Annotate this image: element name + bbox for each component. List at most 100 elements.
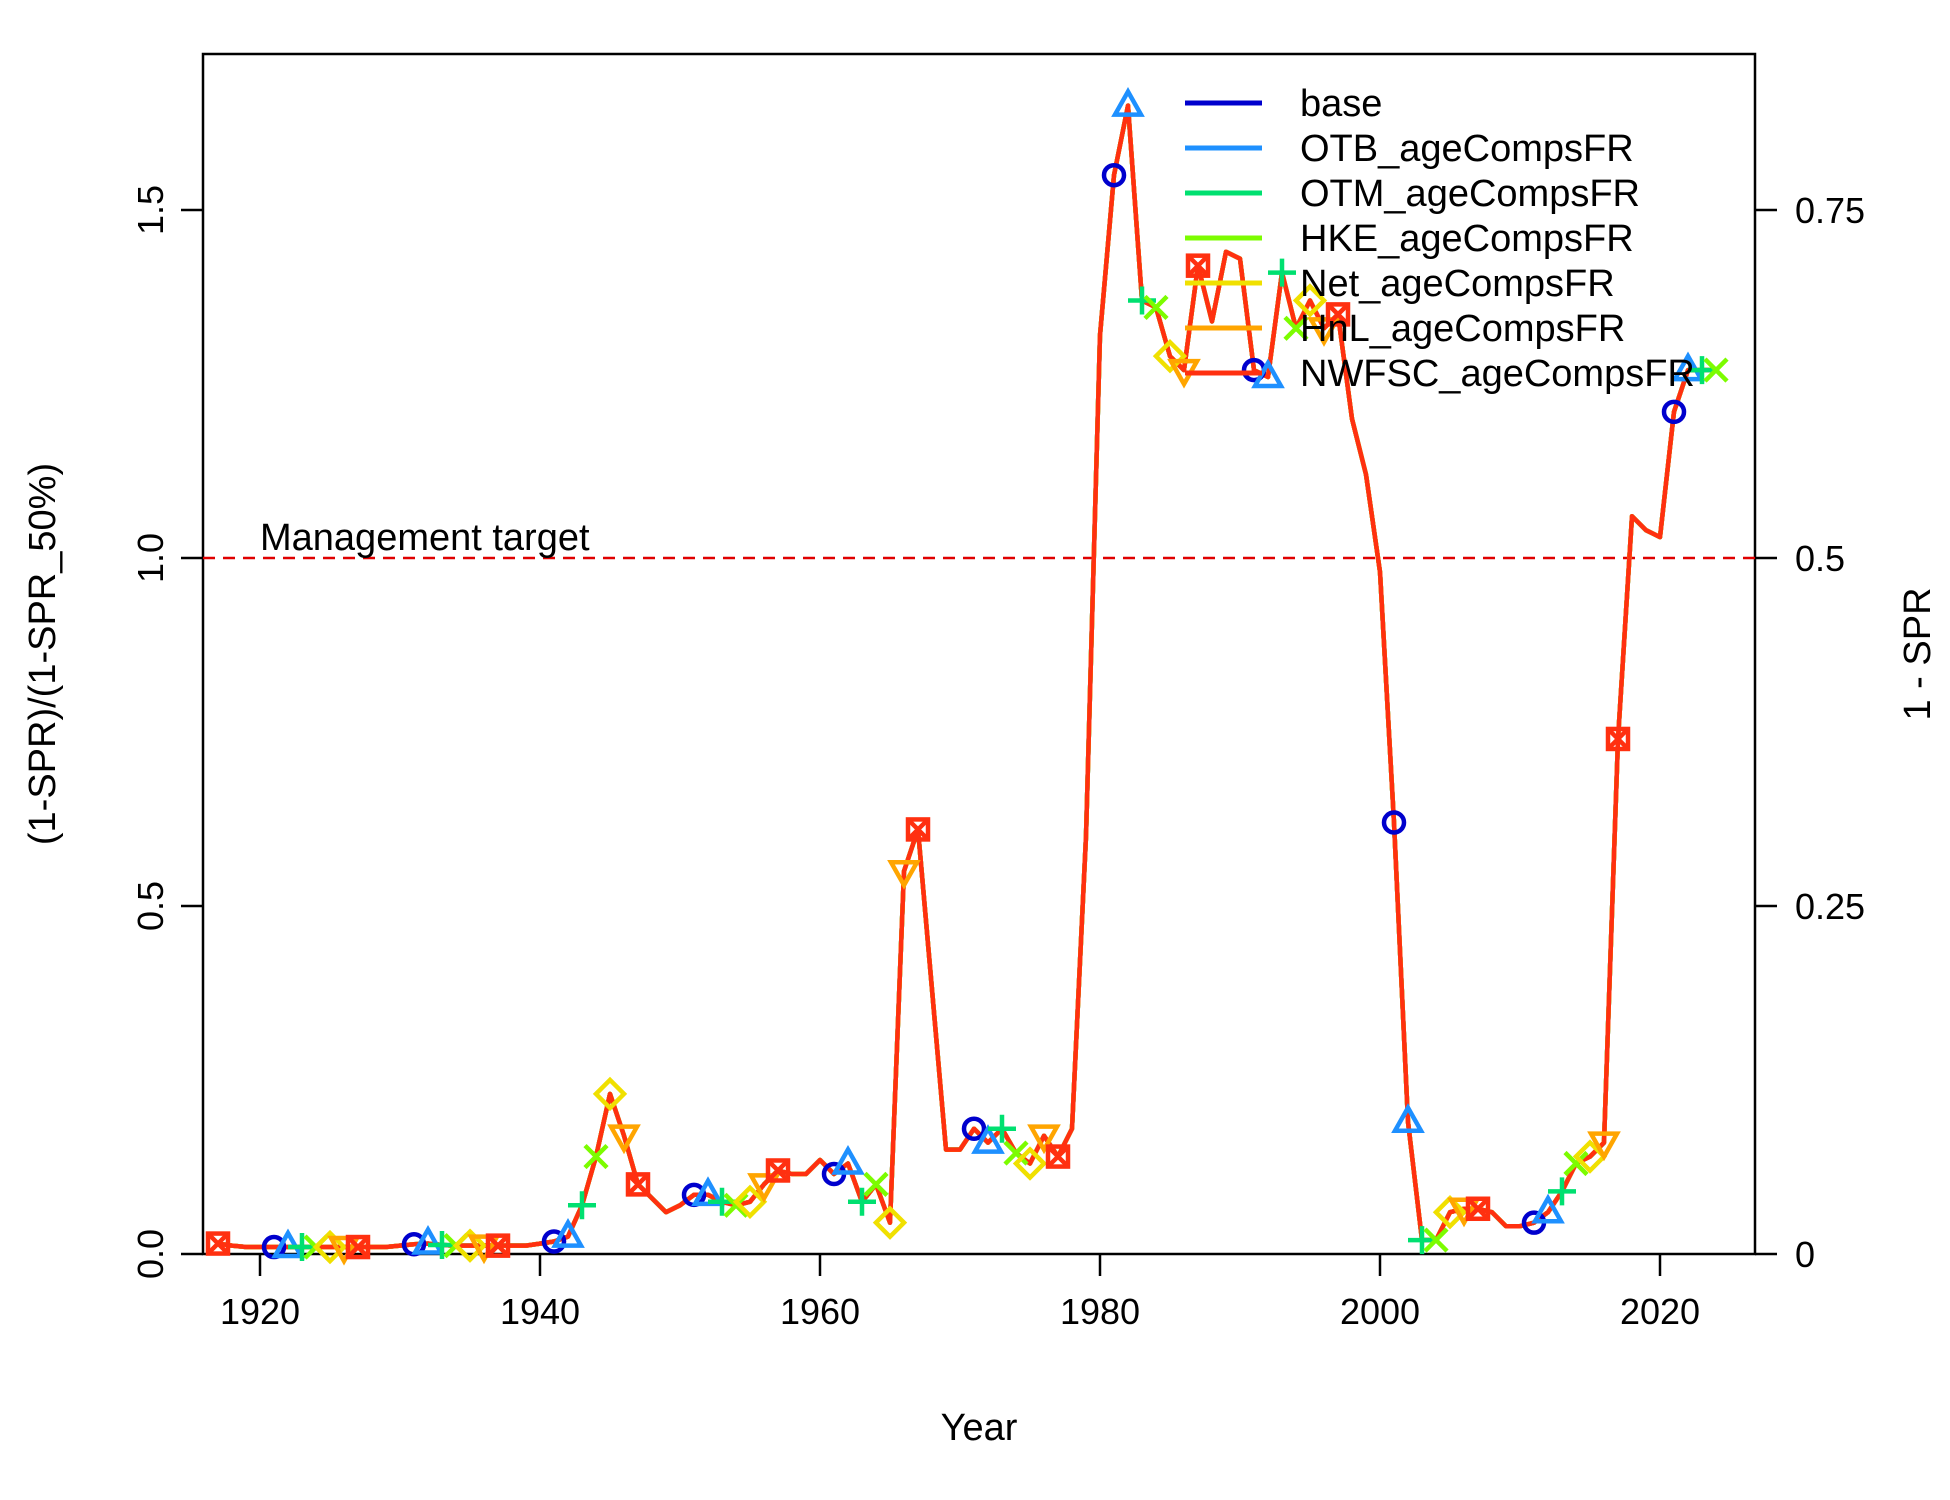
y-tick-label: 0.5 [130,881,171,931]
data-point-marker [327,1235,361,1266]
data-point-marker [732,1184,768,1219]
data-point-marker [1391,1103,1425,1134]
data-point-marker [568,1191,596,1220]
management-target-label: Management target [260,517,590,559]
data-point-marker [485,1233,511,1258]
data-point-marker [1381,810,1407,835]
x-axis: 1920 1940 1960 1980 2000 2020 [220,1254,1700,1332]
data-point-marker [1012,1146,1048,1181]
data-point-marker [1466,1197,1490,1221]
y2-tick-label: 0.5 [1795,538,1845,579]
x-tick-label: 1920 [220,1291,300,1332]
data-point-marker [1563,1150,1589,1177]
data-point-marker [887,859,921,890]
legend-label: base [1300,83,1382,125]
data-point-marker [1605,726,1631,752]
data-point-marker [288,1233,316,1262]
data-point-marker [1326,302,1350,326]
x-tick-label: 1980 [1060,1291,1140,1332]
data-point-marker [312,1229,348,1265]
data-point-marker [1027,1124,1061,1155]
data-point-marker [1531,1193,1565,1224]
data-point-marker [1111,87,1145,117]
y-axis-title: (1-SPR)/(1-SPR_50%) [22,463,64,845]
data-point-marker [583,1143,609,1170]
data-point-marker [1186,254,1210,278]
data-point-marker [1045,1144,1071,1169]
data-point-marker [1447,1197,1481,1228]
data-point-marker [1661,399,1687,425]
data-point-marker [1046,1144,1070,1169]
data-point-marker [906,817,930,842]
data-point-marker [723,1192,749,1218]
data-point-marker [1101,162,1127,188]
legend-label: HnL_ageCompsFR [1300,308,1625,350]
x-tick-label: 1960 [780,1291,860,1332]
data-point-marker [863,1171,889,1197]
legend-label: OTB_ageCompsFR [1300,128,1634,170]
data-point-marker [452,1228,488,1263]
data-point-marker [467,1234,501,1265]
data-point-marker [961,1116,987,1141]
legend-label: NWFSC_ageCompsFR [1300,353,1695,395]
data-point-marker [626,1172,650,1196]
data-point-marker [541,1229,567,1254]
plot-frame [201,52,1757,1256]
data-point-marker [271,1228,305,1259]
data-point-marker [1606,727,1630,751]
data-point-marker [1703,357,1729,383]
series-markers [205,87,1729,1266]
x-tick-label: 1940 [500,1291,580,1332]
data-point-marker [428,1230,456,1259]
x-tick-label: 2020 [1620,1291,1700,1332]
legend-label: OTM_ageCompsFR [1300,173,1640,215]
data-point-marker [1688,356,1716,385]
data-point-marker [607,1124,641,1155]
data-point-marker [1307,317,1341,347]
data-point-marker [766,1158,790,1183]
data-point-marker [905,817,931,842]
data-point-marker [411,1224,445,1255]
data-point-marker [971,1124,1005,1154]
data-point-marker [1671,351,1705,382]
y2-tick-label: 0.75 [1795,190,1865,231]
y-tick-label: 1.0 [130,533,171,583]
legend: baseOTB_ageCompsFROTM_ageCompsFRHKE_ageC… [1185,83,1695,395]
data-point-marker [765,1158,791,1183]
y-tick-label: 0.0 [130,1229,171,1279]
data-point-marker [747,1173,781,1203]
data-point-marker [1465,1196,1491,1222]
management-target-group: Management target [203,517,1755,560]
y2-tick-label: 0 [1795,1234,1815,1275]
data-point-marker [1292,283,1328,318]
data-point-marker [1325,302,1351,327]
y-axis-left: 0.0 0.5 1.0 1.5 [130,185,203,1279]
data-point-marker [345,1234,371,1260]
x-axis-title: Year [941,1407,1018,1449]
data-point-marker [592,1076,628,1112]
data-point-marker [551,1218,585,1248]
data-point-marker [872,1205,908,1240]
y-axis-right: 0 0.25 0.5 0.75 [1755,190,1865,1275]
legend-label: HKE_ageCompsFR [1300,218,1634,260]
data-point-marker [486,1234,510,1258]
y-tick-label: 1.5 [130,185,171,235]
data-point-marker [1185,253,1211,278]
data-point-marker [1283,315,1309,341]
data-point-marker [1423,1227,1449,1253]
data-point-marker [1143,294,1169,321]
data-point-marker [1152,338,1188,374]
data-point-marker [206,1231,230,1256]
data-point-marker [988,1114,1016,1143]
data-point-marker [1268,258,1296,287]
data-point-marker [831,1144,865,1175]
data-point-marker [1408,1226,1436,1255]
legend-label: Net_ageCompsFR [1300,263,1615,305]
data-point-marker [848,1187,876,1216]
x-tick-label: 2000 [1340,1291,1420,1332]
data-point-marker [1587,1131,1621,1162]
data-point-marker [625,1172,651,1197]
data-point-marker [1003,1140,1029,1166]
data-point-marker [205,1231,231,1256]
